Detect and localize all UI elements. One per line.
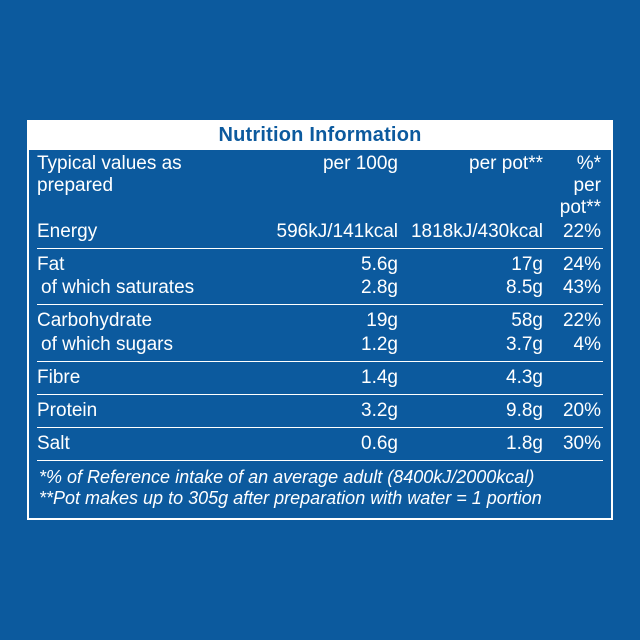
nutrient-pct: 30% (547, 433, 603, 455)
row-divider (37, 248, 603, 249)
footnote-line: *% of Reference intake of an average adu… (39, 467, 601, 489)
header-perpot: per pot** (402, 153, 547, 175)
table-row: Fat 5.6g 17g 24% (37, 251, 603, 277)
nutrient-perpot: 8.5g (402, 277, 547, 299)
footnote-line: **Pot makes up to 305g after preparation… (39, 488, 601, 510)
header-row: Typical values as prepared per 100g per … (37, 150, 603, 220)
nutrient-per100g: 1.2g (257, 334, 402, 356)
table-row: of which saturates 2.8g 8.5g 43% (37, 276, 603, 302)
nutrient-per100g: 2.8g (257, 277, 402, 299)
table-row: of which sugars 1.2g 3.7g 4% (37, 333, 603, 359)
nutrient-perpot: 4.3g (402, 367, 547, 389)
nutrient-perpot: 1.8g (402, 433, 547, 455)
nutrient-perpot: 1818kJ/430kcal (402, 221, 547, 243)
table-row: Protein 3.2g 9.8g 20% (37, 397, 603, 425)
nutrient-per100g: 0.6g (257, 433, 402, 455)
nutrient-perpot: 9.8g (402, 400, 547, 422)
nutrient-pct: 22% (547, 221, 603, 243)
table-row: Salt 0.6g 1.8g 30% (37, 430, 603, 458)
nutrient-sublabel: of which sugars (37, 334, 257, 356)
row-divider (37, 304, 603, 305)
nutrient-perpot: 58g (402, 310, 547, 332)
row-divider (37, 427, 603, 428)
nutrient-per100g: 1.4g (257, 367, 402, 389)
nutrient-per100g: 3.2g (257, 400, 402, 422)
nutrient-perpot: 17g (402, 254, 547, 276)
panel-title: Nutrition Information (29, 122, 611, 150)
nutrient-label: Salt (37, 433, 257, 455)
table-row: Energy 596kJ/141kcal 1818kJ/430kcal 22% (37, 220, 603, 246)
nutrient-label: Carbohydrate (37, 310, 257, 332)
nutrient-per100g: 19g (257, 310, 402, 332)
nutrient-label: Protein (37, 400, 257, 422)
nutrient-sublabel: of which saturates (37, 277, 257, 299)
table-row: Fibre 1.4g 4.3g (37, 364, 603, 392)
nutrition-panel: Nutrition Information Typical values as … (27, 120, 613, 519)
nutrient-label: Fibre (37, 367, 257, 389)
row-divider (37, 394, 603, 395)
header-typical: Typical values as prepared (37, 153, 257, 197)
nutrient-label: Energy (37, 221, 257, 243)
footnotes: *% of Reference intake of an average adu… (29, 463, 611, 518)
nutrient-pct: 24% (547, 254, 603, 276)
nutrient-pct: 22% (547, 310, 603, 332)
nutrient-perpot: 3.7g (402, 334, 547, 356)
header-pctperpot: %* per pot** (547, 153, 603, 219)
nutrition-table: Typical values as prepared per 100g per … (29, 150, 611, 460)
row-divider (37, 460, 603, 461)
nutrient-per100g: 596kJ/141kcal (257, 221, 402, 243)
row-divider (37, 361, 603, 362)
nutrient-pct: 20% (547, 400, 603, 422)
nutrient-pct: 4% (547, 334, 603, 356)
header-per100g: per 100g (257, 153, 402, 175)
nutrient-label: Fat (37, 254, 257, 276)
nutrient-pct: 43% (547, 277, 603, 299)
table-row: Carbohydrate 19g 58g 22% (37, 307, 603, 333)
nutrient-per100g: 5.6g (257, 254, 402, 276)
